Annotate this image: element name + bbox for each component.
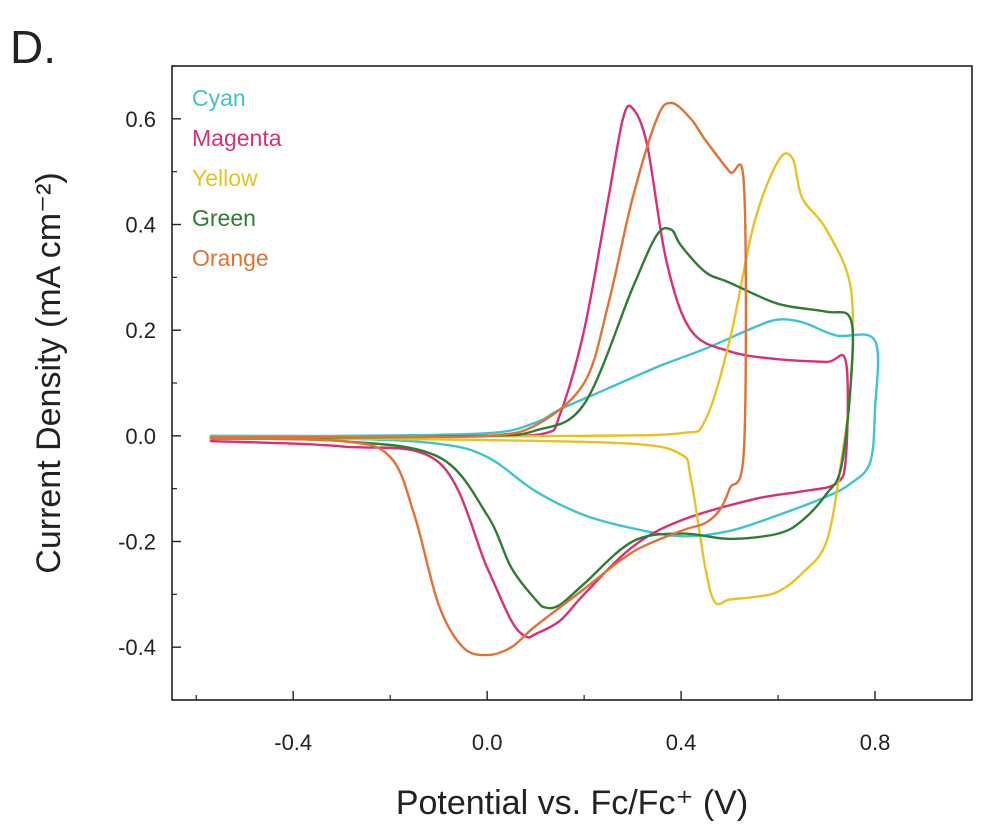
- series-line-orange: [209, 101, 748, 657]
- legend-entry-magenta: Magenta: [192, 125, 282, 151]
- x-axis: -0.4 0.0 0.4 0.8: [195, 691, 891, 755]
- legend-entry-yellow: Yellow: [192, 165, 258, 191]
- y-tick-label: -0.2: [118, 530, 156, 555]
- y-axis: -0.4 -0.2 0.0 0.2 0.4 0.6: [118, 65, 181, 701]
- x-tick-label: -0.4: [274, 730, 312, 755]
- series-line-cyan: [209, 318, 880, 538]
- x-tick-label: 0.8: [860, 730, 891, 755]
- legend: Cyan Magenta Yellow Green Orange: [192, 85, 282, 271]
- legend-entry-cyan: Cyan: [192, 85, 246, 111]
- x-tick-label: 0.4: [666, 730, 697, 755]
- legend-entry-green: Green: [192, 205, 256, 231]
- x-tick-label: 0.0: [472, 730, 503, 755]
- x-axis-title: Potential vs. Fc/Fc⁺ (V): [396, 784, 748, 822]
- curves-group: [209, 101, 880, 657]
- y-axis-title: Current Density (mA cm⁻²): [30, 172, 68, 573]
- series-line-magenta: [209, 104, 850, 639]
- y-tick-label: 0.2: [125, 318, 156, 343]
- legend-entry-orange: Orange: [192, 245, 269, 271]
- y-tick-label: 0.0: [125, 424, 156, 449]
- y-tick-label: 0.6: [125, 107, 156, 132]
- panel-label: D.: [10, 21, 56, 73]
- y-tick-label: -0.4: [118, 635, 156, 660]
- series-line-green: [209, 226, 855, 610]
- y-tick-label: 0.4: [125, 213, 156, 238]
